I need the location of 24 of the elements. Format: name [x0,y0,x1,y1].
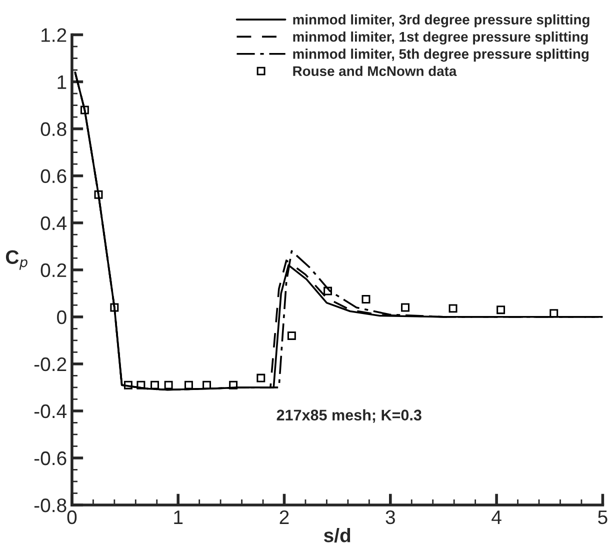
y-tick-label: 1 [58,75,66,89]
x-tick-label: 5 [598,510,608,524]
legend-label: Rouse and McNown data [293,66,457,76]
x-tick-label: 3 [386,510,395,524]
legend-label: minmod limiter, 1st degree pressure splitting [293,32,588,45]
x-tick-label: 4 [492,510,502,524]
y-tick-label: 0.8 [40,122,66,136]
x-tick-label: 0 [67,510,77,524]
y-tick-label: 0 [57,310,66,324]
y-tick-label: 0.6 [40,169,66,184]
y-tick-label: -0.2 [34,357,66,372]
legend-label: minmod limiter, 5th degree pressure splitting [293,48,589,62]
y-tick-label: -0.6 [34,451,66,466]
y-tick-label: -0.8 [34,498,66,512]
y-tick-label: 0.4 [40,216,67,230]
annotation: 217x85 mesh; K=0.3 [276,409,422,423]
y-tick-label: 1.2 [42,28,66,42]
y-tick-label: 0.2 [40,263,66,278]
y-axis-title: C$_{p}$ [6,250,28,270]
y-tick-label: -0.4 [34,404,67,418]
legend-label: minmod limiter, 3rd degree pressure splitting [293,14,590,28]
x-axis-title: s/d [324,528,350,542]
x-tick-label: 2 [280,510,289,524]
x-tick-label: 1 [174,510,183,524]
